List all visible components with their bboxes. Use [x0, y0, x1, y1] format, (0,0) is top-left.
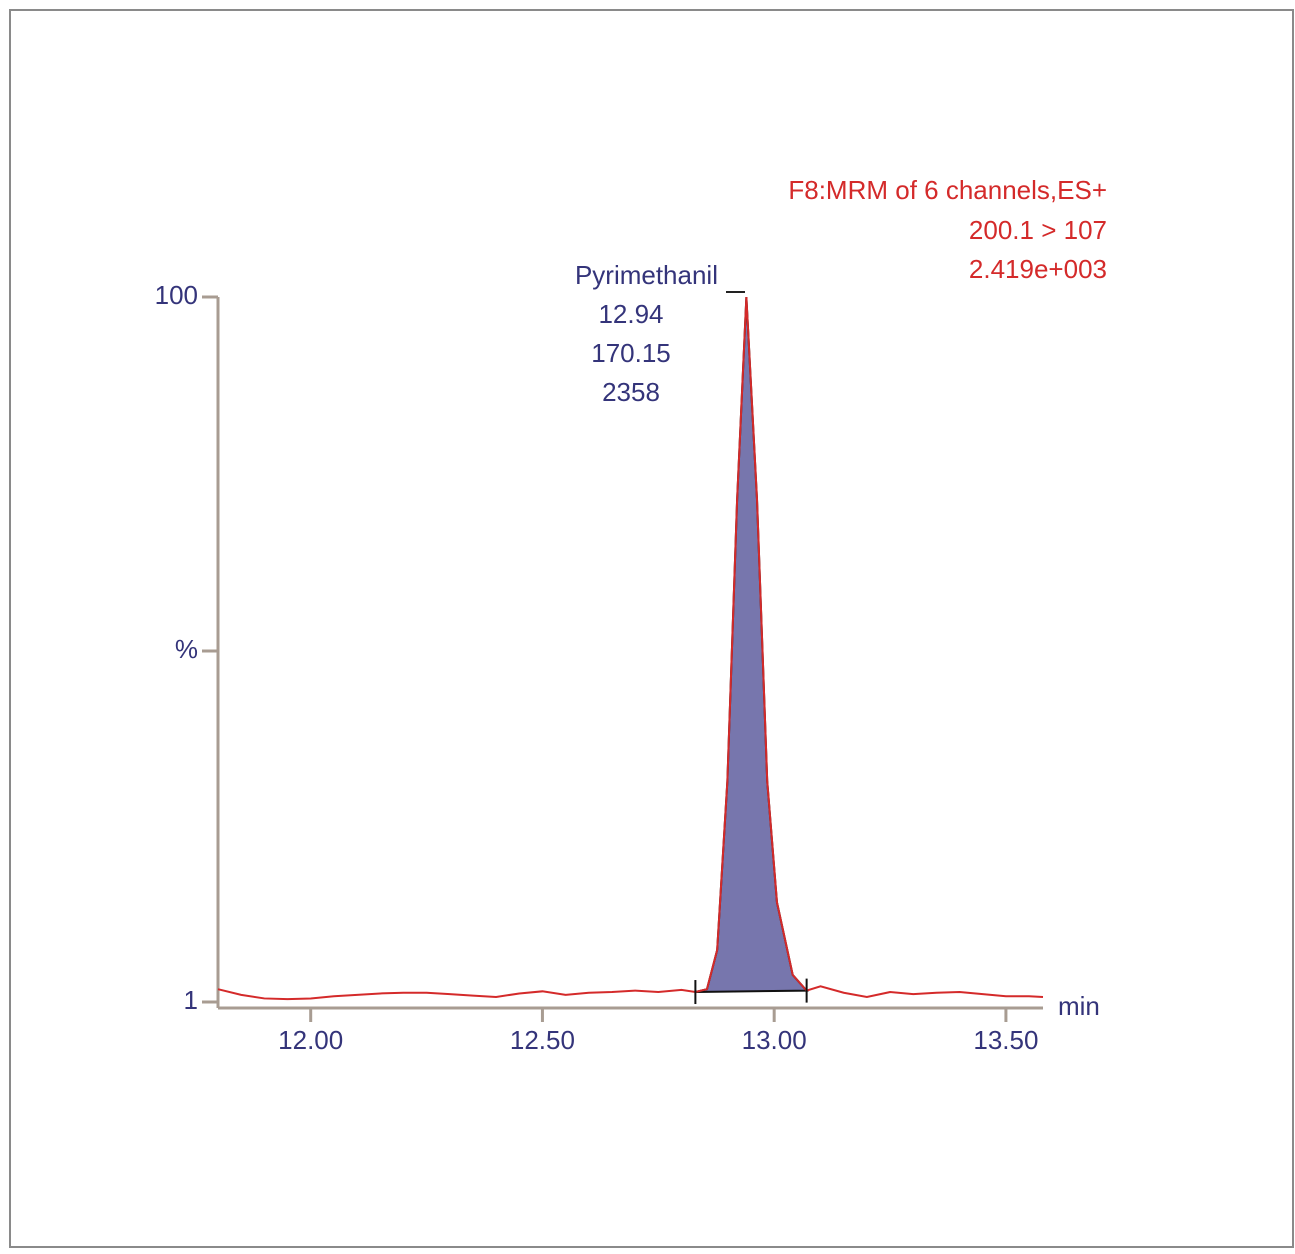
x-tick-label: 13.00	[742, 1025, 807, 1055]
x-tick-label: 12.00	[278, 1025, 343, 1055]
y-tick-label: 1	[184, 985, 198, 1015]
info-line: 2.419e+003	[969, 254, 1107, 284]
y-tick-label: 100	[155, 280, 198, 310]
peak-name: Pyrimethanil	[575, 260, 718, 290]
frame	[9, 9, 1294, 1248]
peak-rt: 12.94	[598, 299, 663, 329]
info-line: 200.1 > 107	[969, 215, 1107, 245]
peak-area-label: 170.15	[591, 338, 671, 368]
peak-height: 2358	[602, 377, 660, 407]
info-line: F8:MRM of 6 channels,ES+	[788, 175, 1107, 205]
y-axis-label: %	[175, 634, 198, 664]
x-axis-label: min	[1058, 991, 1100, 1021]
x-tick-label: 12.50	[510, 1025, 575, 1055]
x-tick-label: 13.50	[973, 1025, 1038, 1055]
